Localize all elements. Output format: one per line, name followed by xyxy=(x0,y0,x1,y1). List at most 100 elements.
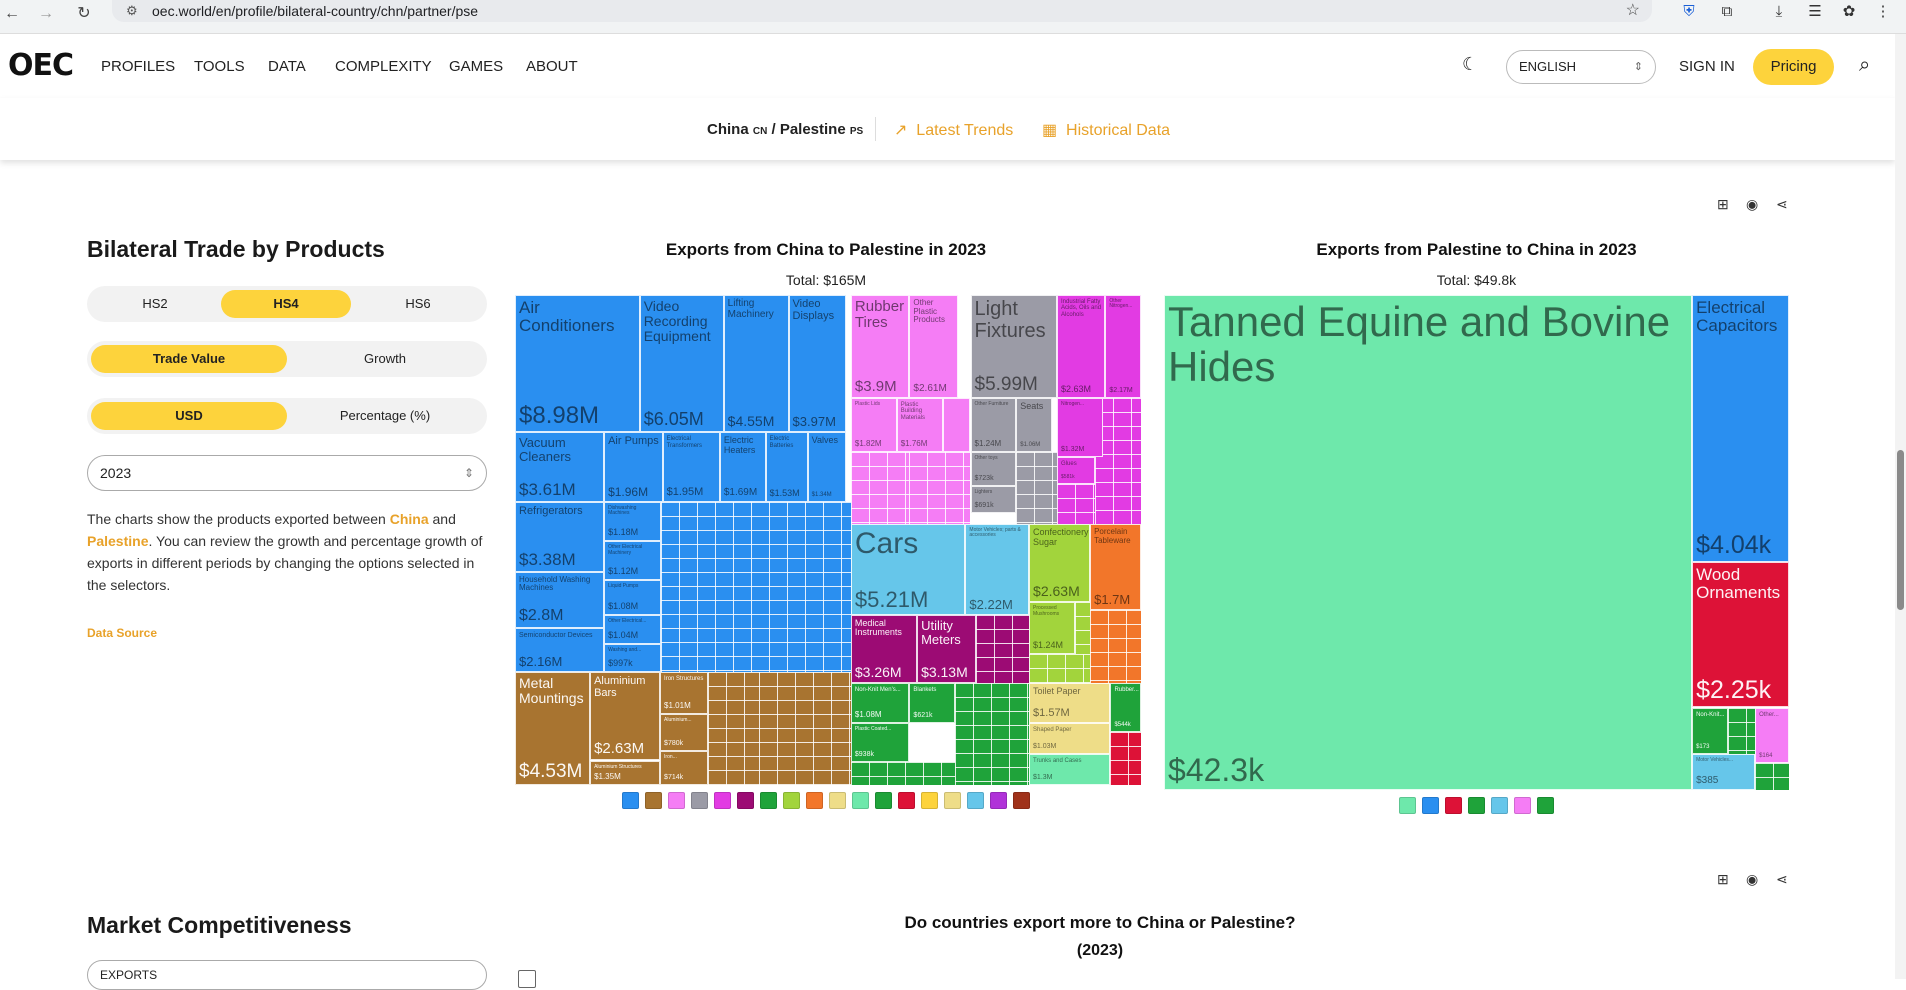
left-treemap[interactable]: Air Conditioners $8.98M Video Recording Eq… xyxy=(515,295,1141,785)
shield-extension-icon[interactable]: ⛨ xyxy=(1683,3,1695,20)
right-treemap[interactable]: Tanned Equine and Bovine Hides $42.3k Elec… xyxy=(1164,295,1789,790)
treemap-tile-refrigerators[interactable]: Refrigerators $3.38M xyxy=(515,502,605,572)
treemap-tile-electrical-transformers[interactable]: Electrical Transformers $1.95M xyxy=(662,432,720,502)
menu-dots-icon[interactable]: ⋮ xyxy=(1875,3,1891,20)
dark-mode-moon-icon[interactable]: ☾ xyxy=(1462,54,1479,74)
treemap-tile-tile[interactable] xyxy=(942,397,971,452)
legend-sector-icon[interactable] xyxy=(1491,797,1508,814)
legend-sector-icon[interactable] xyxy=(852,792,869,809)
treemap-tile-industrial-fatty-acids-oils-and-alcohols[interactable]: Industrial Fatty Acids, Oils and Alcohol… xyxy=(1057,295,1106,398)
legend-sector-icon[interactable] xyxy=(1537,797,1554,814)
table-icon[interactable]: ⊞ xyxy=(1717,196,1729,212)
legend-sector-icon[interactable] xyxy=(714,792,731,809)
treemap-tile-blankets[interactable]: Blankets $621k xyxy=(909,683,956,723)
pricing-button[interactable]: Pricing xyxy=(1753,49,1834,85)
legend-sector-icon[interactable] xyxy=(1445,797,1462,814)
legend-sector-icon[interactable] xyxy=(691,792,708,809)
address-bar[interactable]: ⚙ oec.world/en/profile/bilateral-country… xyxy=(112,0,1652,22)
treemap-tile-iron[interactable]: Iron... $714k xyxy=(660,750,709,785)
nav-complexity[interactable]: COMPLEXITY xyxy=(335,58,432,75)
treemap-tile-aluminium-structures[interactable]: Aluminium Structures $1.35M xyxy=(590,760,661,785)
treemap-tile-lifting-machinery[interactable]: Lifting Machinery $4.55M xyxy=(723,295,789,433)
treemap-tile-seats[interactable]: Seats $1.06M xyxy=(1016,397,1052,452)
legend-sector-icon[interactable] xyxy=(921,792,938,809)
search-icon[interactable]: ⌕ xyxy=(1859,54,1871,76)
treemap-tile-motor-vehicles-parts-accessories[interactable]: Motor Vehicles; parts & accessories $2.22… xyxy=(965,524,1030,615)
treemap-tile-electric-heaters[interactable]: Electric Heaters $1.69M xyxy=(719,432,766,502)
percentage-option[interactable]: Percentage (%) xyxy=(339,408,431,423)
legend-sector-icon[interactable] xyxy=(737,792,754,809)
treemap-tile-other-electrical-machinery[interactable]: Other Electrical Machinery $1.12M xyxy=(604,541,662,581)
treemap-tile-cars[interactable]: Cars $5.21M xyxy=(850,524,966,615)
treemap-tile-other-toys[interactable]: Other toys $723k xyxy=(970,451,1017,487)
treemap-tile-nitrogen[interactable]: Nitrogen... $1.32M xyxy=(1057,397,1103,457)
treemap-small-tiles[interactable] xyxy=(1110,732,1141,785)
treemap-tile-air-conditioners[interactable]: Air Conditioners $8.98M xyxy=(515,295,640,433)
treemap-tile-iron-structures[interactable]: Iron Structures $1.01M xyxy=(660,672,709,714)
year-select[interactable]: 2023 ⇕ xyxy=(87,455,487,491)
treemap-tile-trunks-and-cases[interactable]: Trunks and Cases $1.3M xyxy=(1029,754,1111,785)
treemap-small-tiles[interactable] xyxy=(661,502,851,673)
legend-sector-icon[interactable] xyxy=(622,792,639,809)
bookmark-star-icon[interactable]: ☆ xyxy=(1625,2,1640,19)
treemap-tile-aluminium[interactable]: Aluminium... $780k xyxy=(660,713,709,751)
nav-about[interactable]: ABOUT xyxy=(526,58,578,75)
legend-sector-icon[interactable] xyxy=(967,792,984,809)
treemap-tile-semiconductor-devices[interactable]: Semiconductor Devices $2.16M xyxy=(515,628,605,673)
treemap-small-tiles[interactable] xyxy=(1090,609,1141,684)
treemap-tile-plastic-lids[interactable]: Plastic Lids $1.82M xyxy=(850,397,897,452)
treemap-tile-rubber[interactable]: Rubber... $544k xyxy=(1110,683,1141,733)
legend-sector-icon[interactable] xyxy=(806,792,823,809)
nav-games[interactable]: GAMES xyxy=(449,58,504,75)
treemap-tile-other[interactable]: Other... $164 xyxy=(1755,707,1789,764)
treemap-tile-dishwashing-machines[interactable]: Dishwashing Machines $1.18M xyxy=(604,502,662,542)
treemap-tile-rubber-tires[interactable]: Rubber Tires $3.9M xyxy=(850,295,910,398)
treemap-tile-shaped-paper[interactable]: Shaped Paper $1.03M xyxy=(1029,722,1111,755)
treemap-tile-light-fixtures[interactable]: Light Fixtures $5.99M xyxy=(970,295,1058,398)
legend-sector-icon[interactable] xyxy=(944,792,961,809)
camera-icon[interactable]: ◉ xyxy=(1746,196,1759,212)
camera-icon[interactable]: ◉ xyxy=(1746,871,1759,887)
country-b-name[interactable]: Palestine xyxy=(779,121,846,138)
legend-sector-icon[interactable] xyxy=(990,792,1007,809)
treemap-small-tiles[interactable] xyxy=(1016,451,1057,525)
treemap-tile-aluminium-bars[interactable]: Aluminium Bars $2.63M xyxy=(590,672,661,761)
legend-sector-icon[interactable] xyxy=(875,792,892,809)
treemap-tile-electrical-capacitors[interactable]: Electrical Capacitors $4.04k xyxy=(1692,295,1789,562)
nav-data[interactable]: DATA xyxy=(268,58,306,75)
treemap-tile-utility-meters[interactable]: Utility Meters $3.13M xyxy=(917,614,976,684)
treemap-small-tiles[interactable] xyxy=(1057,483,1096,525)
legend-sector-icon[interactable] xyxy=(829,792,846,809)
legend-sector-icon[interactable] xyxy=(1422,797,1439,814)
treemap-tile-plastic-coated[interactable]: Plastic Coated... $938k xyxy=(850,722,910,762)
treemap-tile-glues[interactable]: Glues $581k xyxy=(1057,456,1096,484)
legend-sector-icon[interactable] xyxy=(783,792,800,809)
treemap-small-tiles[interactable] xyxy=(1728,707,1756,754)
legend-sector-icon[interactable] xyxy=(668,792,685,809)
desc-palestine-link[interactable]: Palestine xyxy=(87,533,149,549)
treemap-small-tiles[interactable] xyxy=(955,683,1030,785)
treemap-small-tiles[interactable] xyxy=(1029,653,1091,684)
option-checkbox[interactable] xyxy=(518,970,536,988)
treemap-tile-video-recording-equipment[interactable]: Video Recording Equipment $6.05M xyxy=(639,295,724,433)
table-icon[interactable]: ⊞ xyxy=(1717,871,1729,887)
treemap-tile-other-electrical[interactable]: Other Electrical... $1.04M xyxy=(604,614,662,645)
treemap-tile-tanned-equine-and-bovine-hides[interactable]: Tanned Equine and Bovine Hides $42.3k xyxy=(1164,295,1693,790)
treemap-small-tiles[interactable] xyxy=(850,761,956,785)
treemap-tile-plastic-building-materials[interactable]: Plastic Building Materials $1.76M xyxy=(896,397,943,452)
legend-sector-icon[interactable] xyxy=(1013,792,1030,809)
treemap-tile-liquid-pumps[interactable]: Liquid Pumps $1.08M xyxy=(604,580,662,615)
scrollbar-thumb[interactable] xyxy=(1897,450,1904,610)
usd-option[interactable]: USD xyxy=(91,402,287,430)
treemap-tile-air-pumps[interactable]: Air Pumps $1.96M xyxy=(604,432,663,502)
treemap-tile-electric-batteries[interactable]: Electric Batteries $1.53M xyxy=(765,432,808,502)
hs4-option[interactable]: HS4 xyxy=(221,290,351,318)
desc-china-link[interactable]: China xyxy=(389,511,429,527)
language-select[interactable]: ENGLISH ⇕ xyxy=(1506,50,1656,84)
legend-sector-icon[interactable] xyxy=(898,792,915,809)
treemap-small-tiles[interactable] xyxy=(1095,397,1141,525)
hs6-option[interactable]: HS6 xyxy=(405,296,431,311)
reload-icon[interactable]: ↻ xyxy=(77,5,91,22)
oec-logo[interactable]: OEC xyxy=(8,48,74,83)
treemap-tile-washing-and[interactable]: Washing and... $997k xyxy=(604,644,662,673)
